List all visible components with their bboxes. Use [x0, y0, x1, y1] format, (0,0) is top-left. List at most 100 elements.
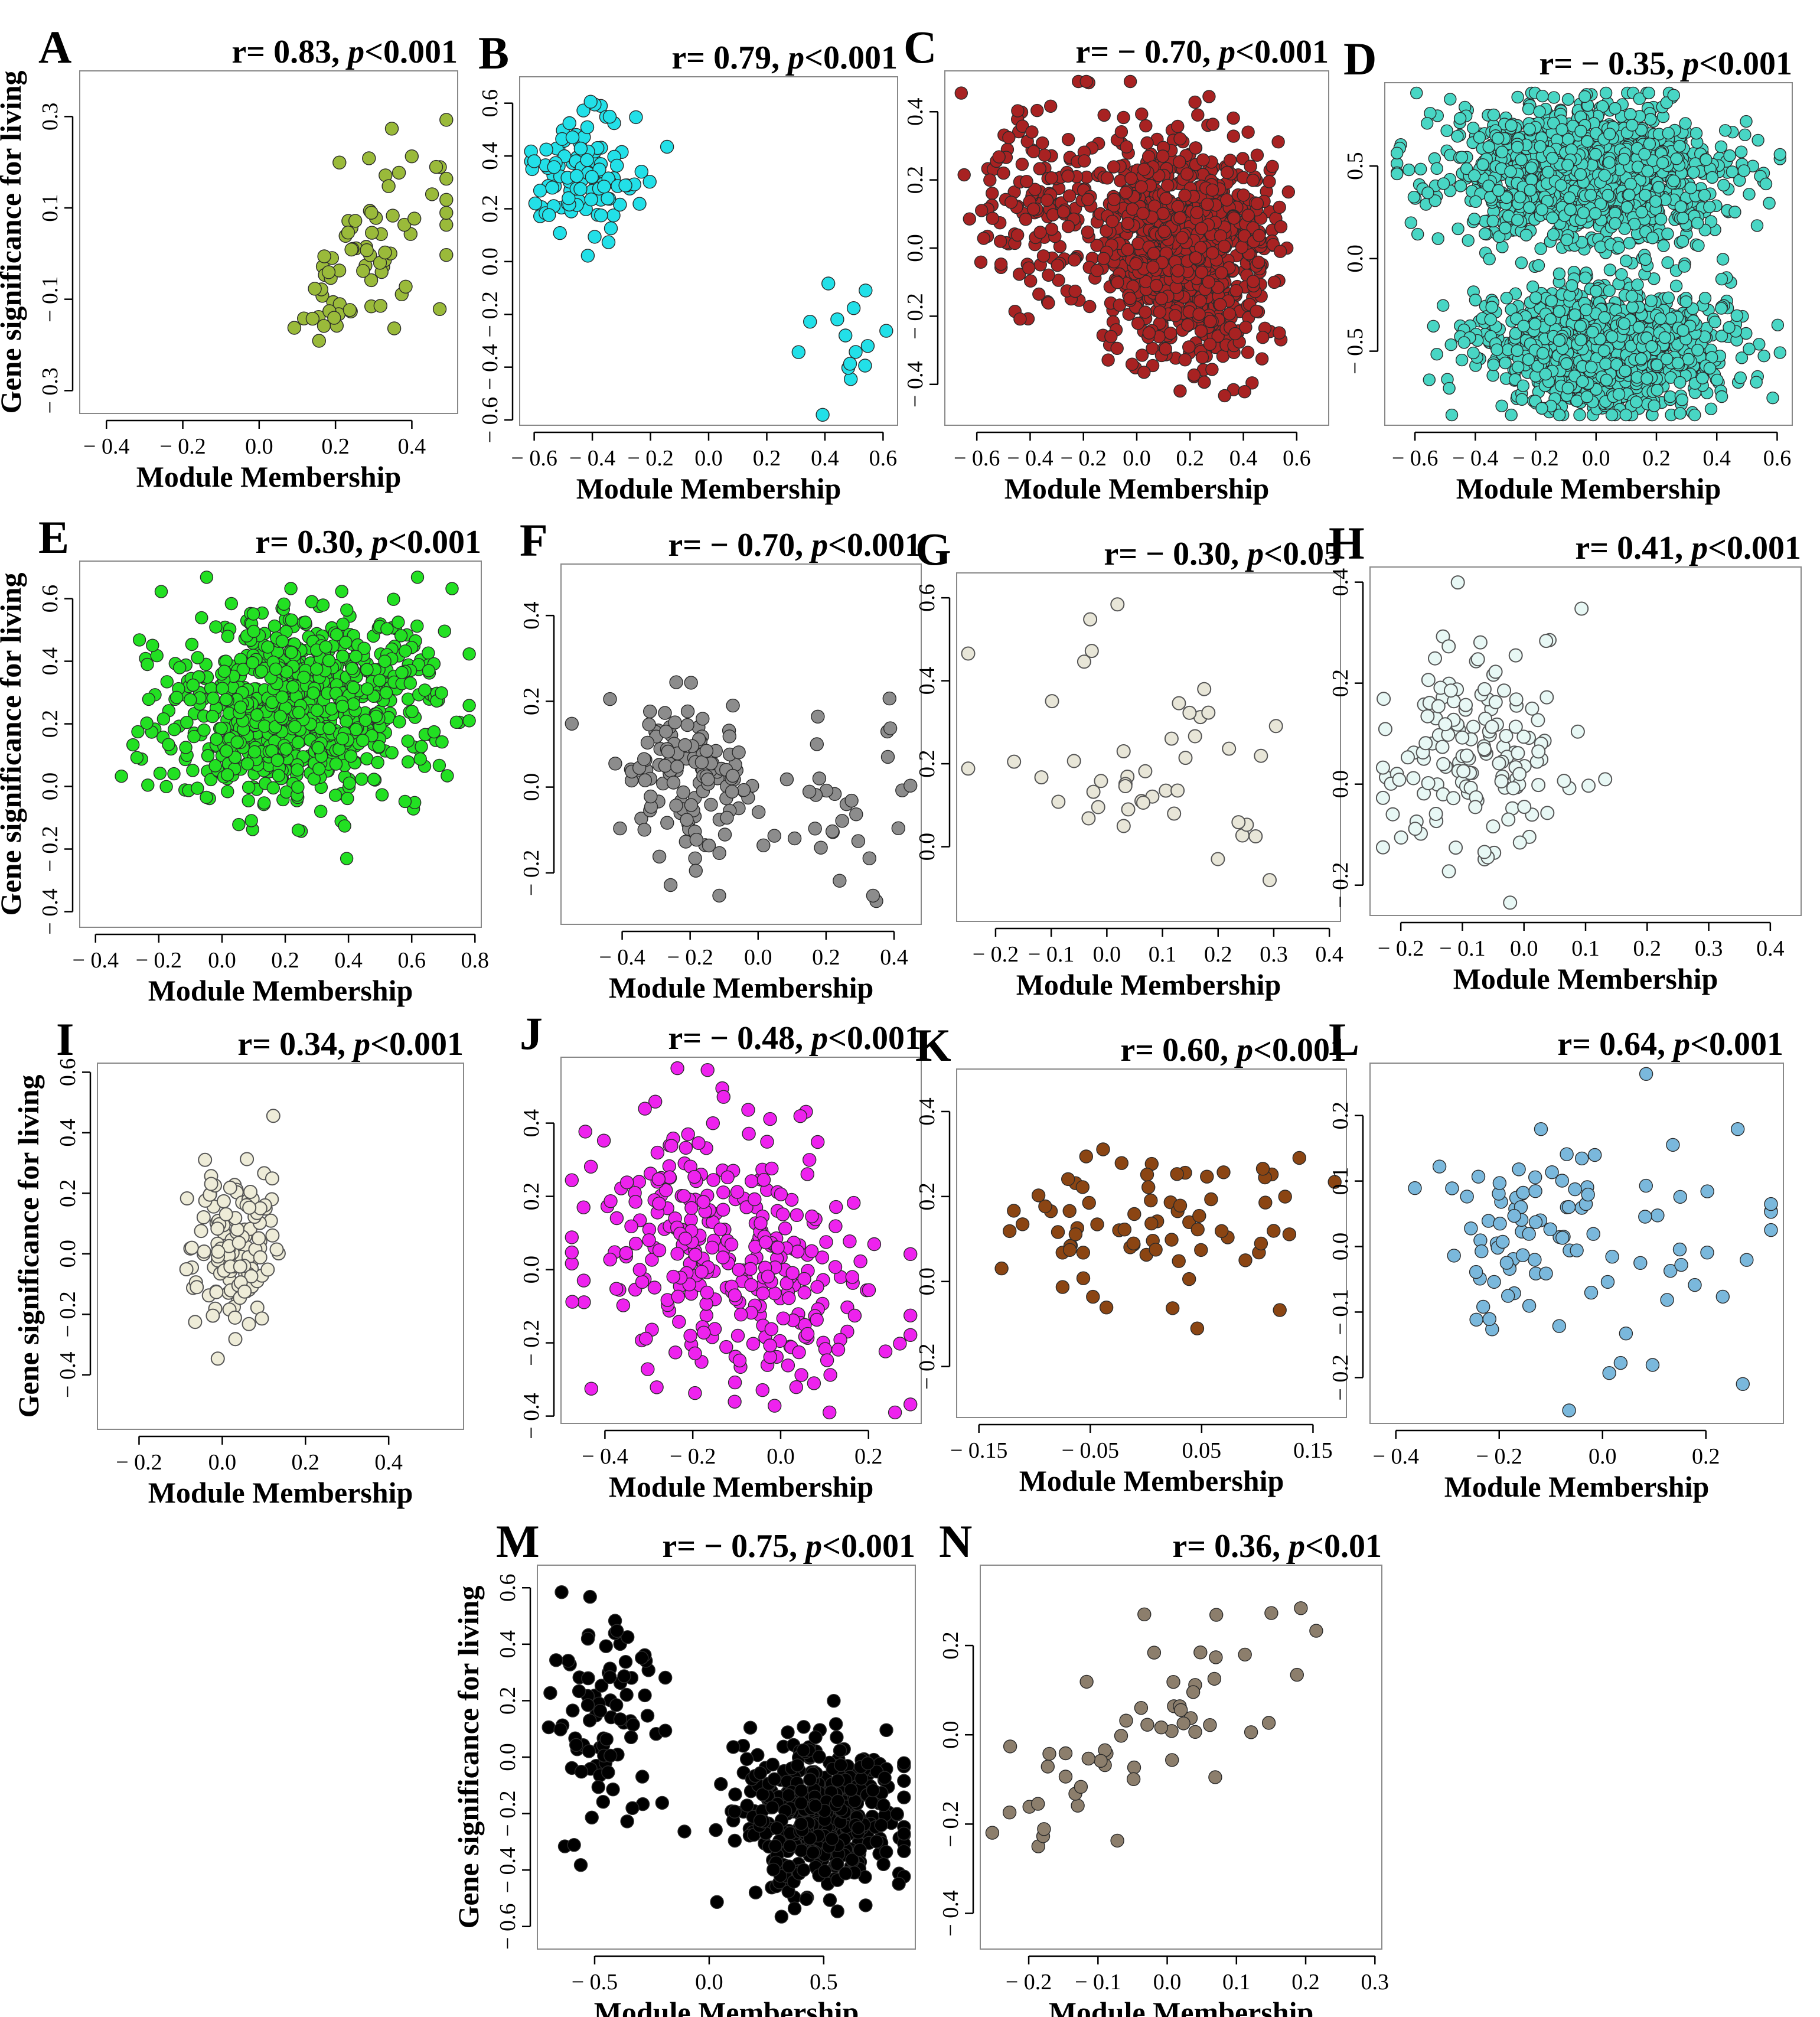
data-point [1624, 178, 1638, 191]
data-point [1457, 336, 1471, 349]
y-tick-label: 0.2 [38, 710, 63, 738]
data-point [277, 597, 291, 611]
data-point [1203, 315, 1217, 328]
data-point [372, 739, 386, 754]
data-point [380, 622, 394, 636]
x-axis-label: Module Membership [1004, 472, 1270, 505]
data-point [1523, 201, 1536, 214]
data-point [1139, 305, 1152, 319]
data-point [1190, 206, 1204, 219]
data-point [1630, 396, 1643, 409]
data-point [1121, 217, 1135, 230]
data-point [407, 211, 422, 226]
y-tick-label: − 0.5 [1343, 328, 1368, 374]
data-point [1476, 158, 1489, 171]
data-point [1609, 102, 1622, 115]
data-point [1658, 331, 1672, 344]
data-point [347, 680, 360, 695]
x-tick-label: − 0.6 [511, 446, 557, 471]
data-point [1414, 162, 1427, 175]
data-point [1062, 189, 1077, 203]
data-point [1420, 117, 1434, 130]
data-point [1068, 284, 1082, 298]
data-point [1267, 275, 1281, 289]
panel-letter: C [904, 21, 937, 73]
data-point [1256, 331, 1270, 344]
data-point [1561, 382, 1575, 395]
data-point [209, 620, 223, 634]
data-point [1728, 206, 1741, 219]
data-point [386, 208, 400, 223]
data-point [1411, 227, 1424, 241]
r-value: r= 0.83, [231, 34, 348, 70]
data-point [270, 754, 284, 767]
data-point [232, 817, 246, 832]
data-point [1173, 155, 1186, 169]
data-point [1273, 200, 1286, 214]
data-point [288, 720, 302, 734]
data-point [321, 265, 336, 279]
x-tick-label: 0.4 [1229, 446, 1258, 471]
data-point [1142, 326, 1156, 340]
data-point [197, 723, 211, 737]
data-point [1195, 350, 1209, 364]
data-point [1487, 359, 1500, 372]
data-point [1626, 301, 1639, 314]
data-points [954, 74, 1296, 403]
data-point [340, 715, 353, 728]
data-point [1068, 253, 1081, 267]
x-tick-label: 0.4 [1702, 446, 1731, 471]
data-point [588, 230, 602, 244]
data-point [1137, 366, 1151, 379]
data-point [344, 242, 358, 257]
data-point [1615, 268, 1628, 281]
data-point [1535, 402, 1548, 415]
data-point [234, 700, 247, 714]
data-point [1492, 184, 1505, 197]
y-tick-label: 0.6 [478, 89, 503, 118]
data-point [1679, 117, 1692, 130]
data-point [1195, 221, 1208, 235]
data-point [1473, 131, 1486, 144]
data-point [1649, 195, 1662, 208]
data-point [1180, 167, 1194, 181]
data-point [1545, 294, 1558, 308]
data-point [1617, 152, 1630, 166]
data-point [310, 662, 324, 676]
data-point [1519, 229, 1533, 242]
data-point [1568, 308, 1581, 321]
p-value: <0.001 [364, 34, 458, 70]
data-point [1692, 239, 1705, 252]
x-tick-label: 0.2 [321, 434, 350, 459]
data-point [1194, 324, 1208, 338]
data-point [1124, 171, 1138, 185]
data-point [1129, 257, 1143, 271]
data-point [413, 752, 427, 766]
p-symbol: p [809, 527, 828, 563]
data-point [439, 193, 454, 207]
data-point [1751, 133, 1764, 147]
data-point [1739, 128, 1751, 142]
data-point [597, 180, 611, 194]
data-point [387, 592, 400, 606]
y-tick-label: − 0.3 [38, 367, 63, 413]
data-point [1097, 108, 1111, 122]
data-point [1237, 188, 1250, 202]
data-point [427, 725, 441, 739]
data-point [1171, 264, 1185, 278]
data-point [1643, 137, 1656, 151]
data-point [1483, 252, 1496, 266]
data-point [1535, 203, 1548, 216]
data-point [206, 691, 220, 705]
data-point [1581, 135, 1594, 148]
data-point [1202, 90, 1216, 103]
data-point [126, 738, 140, 752]
data-point [185, 637, 199, 651]
data-point [336, 617, 350, 631]
data-point [1168, 309, 1182, 322]
data-point [1691, 217, 1704, 230]
x-tick-label: 0.0 [1123, 446, 1151, 471]
data-point [1436, 299, 1450, 312]
